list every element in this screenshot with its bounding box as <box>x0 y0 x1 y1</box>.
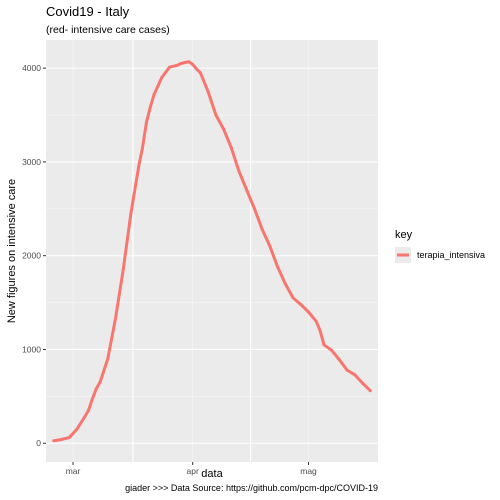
plot-panel <box>46 40 378 462</box>
data-point <box>322 343 326 347</box>
data-point <box>330 348 334 352</box>
data-point <box>183 61 187 65</box>
data-point <box>222 127 226 131</box>
y-tick-label: 0 <box>36 438 41 448</box>
data-point <box>144 121 148 125</box>
data-point <box>83 415 87 419</box>
data-point <box>283 282 287 286</box>
data-point <box>86 408 90 412</box>
data-point <box>179 61 183 65</box>
y-axis-label: New figures on intensive care <box>6 179 18 323</box>
data-point <box>67 436 71 440</box>
data-point <box>276 265 280 269</box>
chart-title: Covid19 - Italy <box>46 4 130 19</box>
data-point <box>245 188 249 192</box>
x-tick-label: mar <box>66 466 81 476</box>
y-tick-label: 2000 <box>22 251 41 261</box>
y-tick-label: 1000 <box>22 344 41 354</box>
x-tick-label: mag <box>300 466 317 476</box>
data-point <box>152 92 156 96</box>
data-point <box>160 76 164 80</box>
chart-subtitle: (red- intensive care cases) <box>46 24 170 36</box>
major-gridlines <box>46 40 378 462</box>
data-point <box>299 302 303 306</box>
series-line-terapia_intensiva <box>53 60 372 443</box>
data-point <box>337 358 341 362</box>
data-point <box>368 389 372 393</box>
data-point <box>121 268 125 272</box>
series-layer <box>52 60 372 443</box>
data-point <box>113 317 117 321</box>
data-point <box>214 113 218 117</box>
data-point <box>291 296 295 300</box>
data-point <box>106 357 110 361</box>
y-tick-label: 3000 <box>22 157 41 167</box>
data-point <box>168 65 172 69</box>
legend-title: key <box>395 229 413 241</box>
data-point <box>141 146 145 150</box>
y-axis: 0 1000 2000 3000 4000 <box>22 63 46 448</box>
x-axis-label: data <box>201 468 223 480</box>
data-point <box>52 439 56 443</box>
data-point <box>129 211 133 215</box>
x-axis: mar apr mag <box>66 462 317 476</box>
y-tick-label: 4000 <box>22 63 41 73</box>
data-point <box>75 427 79 431</box>
data-point <box>94 387 98 391</box>
data-point <box>198 71 202 75</box>
data-point <box>268 244 272 248</box>
data-point <box>98 380 102 384</box>
data-point <box>260 227 264 231</box>
data-point <box>237 169 241 173</box>
x-tick-label: apr <box>187 466 199 476</box>
minor-gridlines <box>46 40 378 462</box>
data-point <box>307 310 311 314</box>
data-point <box>187 60 191 64</box>
data-point <box>318 329 322 333</box>
data-point <box>59 437 63 441</box>
data-point <box>206 90 210 94</box>
data-point <box>175 63 179 67</box>
legend-entry-label: terapia_intensiva <box>417 250 485 260</box>
legend: key terapia_intensiva <box>395 229 485 263</box>
data-point <box>191 62 195 66</box>
data-point <box>353 373 357 377</box>
data-point <box>137 165 141 169</box>
data-point <box>148 106 152 110</box>
data-point <box>314 319 318 323</box>
data-point <box>252 207 256 211</box>
data-point <box>229 146 233 150</box>
chart-caption: giader >>> Data Source: https://github.c… <box>125 483 378 493</box>
data-point <box>361 381 365 385</box>
data-point <box>195 67 199 71</box>
data-point <box>345 368 349 372</box>
data-point <box>90 397 94 401</box>
